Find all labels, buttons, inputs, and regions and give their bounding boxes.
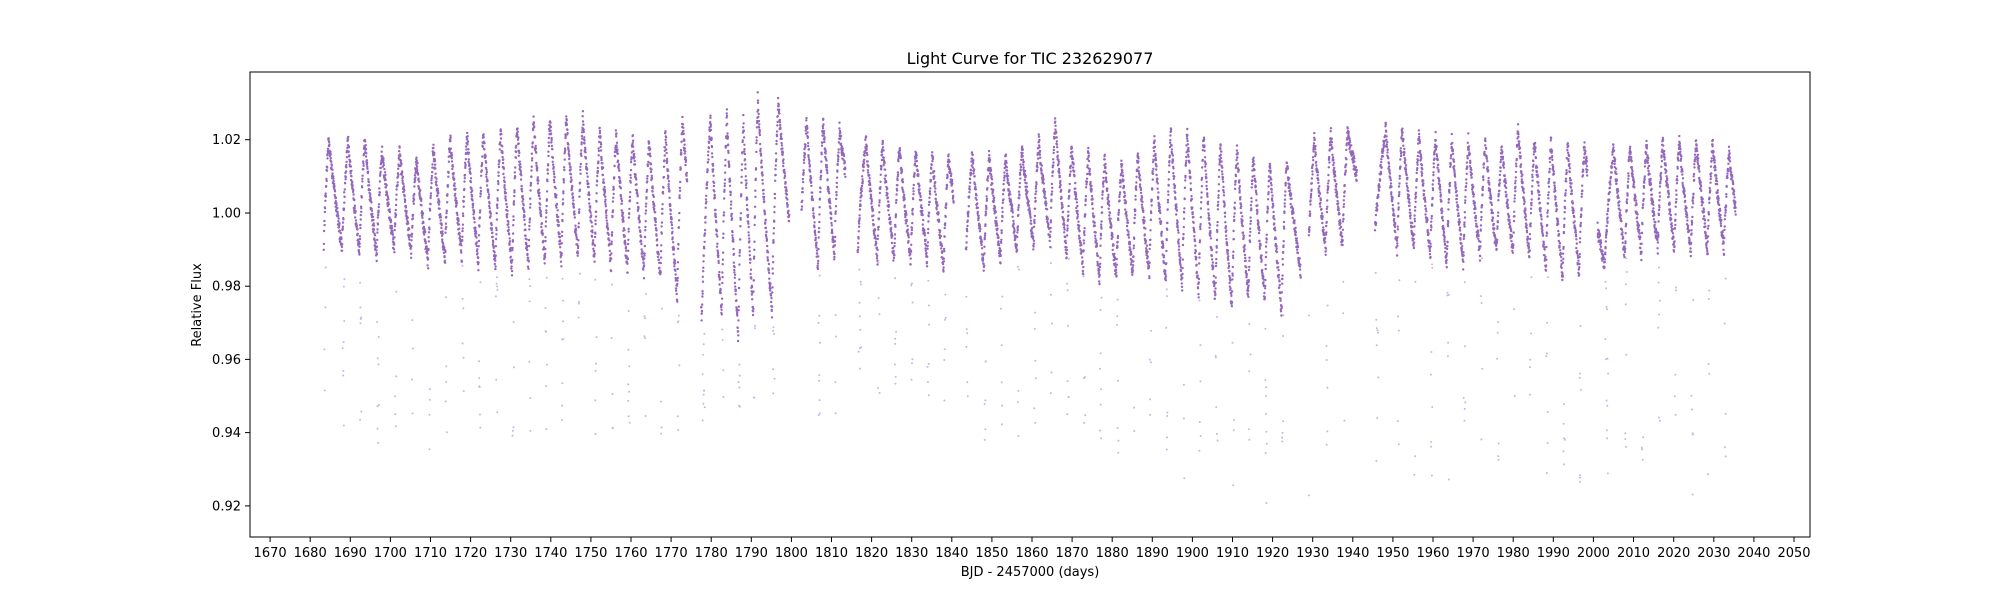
x-tick-label: 1740 xyxy=(534,546,567,561)
x-tick-label: 1920 xyxy=(1256,546,1289,561)
x-tick-label: 1980 xyxy=(1497,546,1530,561)
x-tick-label: 1940 xyxy=(1336,546,1369,561)
x-tick-label: 1970 xyxy=(1457,546,1490,561)
x-tick-label: 1840 xyxy=(935,546,968,561)
x-tick-label: 1890 xyxy=(1136,546,1169,561)
x-tick-label: 1810 xyxy=(815,546,848,561)
x-axis: 1670 1680 1690 1700 1710 1720 1730 1740 1750 1760… xyxy=(254,537,1811,561)
x-tick-label: 1670 xyxy=(254,546,287,561)
plot-frame xyxy=(249,71,1811,538)
y-tick-label: 0.98 xyxy=(212,280,241,295)
x-tick-label: 1800 xyxy=(775,546,808,561)
chart-title: Light Curve for TIC 232629077 xyxy=(907,49,1154,68)
x-tick-label: 2000 xyxy=(1577,546,1610,561)
x-tick-label: 1860 xyxy=(1015,546,1048,561)
x-tick-label: 1780 xyxy=(695,546,728,561)
x-tick-label: 1820 xyxy=(855,546,888,561)
x-tick-label: 1910 xyxy=(1216,546,1249,561)
dip-points xyxy=(323,246,1727,504)
y-tick-label: 0.92 xyxy=(212,499,241,514)
x-tick-label: 1990 xyxy=(1537,546,1570,561)
flux-points xyxy=(322,91,1737,343)
y-tick-label: 0.94 xyxy=(212,426,241,441)
x-tick-label: 1960 xyxy=(1416,546,1449,561)
y-axis: 0.92 0.94 0.96 0.98 1.00 1.02 xyxy=(212,133,250,514)
x-axis-label: BJD - 2457000 (days) xyxy=(961,565,1100,580)
x-tick-label: 2010 xyxy=(1617,546,1650,561)
x-tick-label: 2050 xyxy=(1777,546,1810,561)
y-axis-label: Relative Flux xyxy=(190,263,205,347)
y-tick-label: 1.00 xyxy=(212,207,241,222)
x-tick-label: 1700 xyxy=(374,546,407,561)
y-tick-label: 1.02 xyxy=(212,133,241,148)
x-tick-label: 1750 xyxy=(574,546,607,561)
x-tick-label: 1830 xyxy=(895,546,928,561)
x-tick-label: 1790 xyxy=(735,546,768,561)
x-tick-label: 1690 xyxy=(334,546,367,561)
x-tick-label: 2030 xyxy=(1697,546,1730,561)
x-tick-label: 2020 xyxy=(1657,546,1690,561)
x-tick-label: 1900 xyxy=(1176,546,1209,561)
data-points xyxy=(322,91,1737,504)
x-tick-label: 1730 xyxy=(494,546,527,561)
x-tick-label: 1710 xyxy=(414,546,447,561)
x-tick-label: 1950 xyxy=(1376,546,1409,561)
x-tick-label: 1680 xyxy=(294,546,327,561)
x-tick-label: 2040 xyxy=(1737,546,1770,561)
x-tick-label: 1720 xyxy=(454,546,487,561)
x-tick-label: 1870 xyxy=(1056,546,1089,561)
x-tick-label: 1850 xyxy=(975,546,1008,561)
x-tick-label: 1880 xyxy=(1096,546,1129,561)
y-tick-label: 0.96 xyxy=(212,353,241,368)
x-tick-label: 1930 xyxy=(1296,546,1329,561)
x-tick-label: 1760 xyxy=(614,546,647,561)
x-tick-label: 1770 xyxy=(655,546,688,561)
